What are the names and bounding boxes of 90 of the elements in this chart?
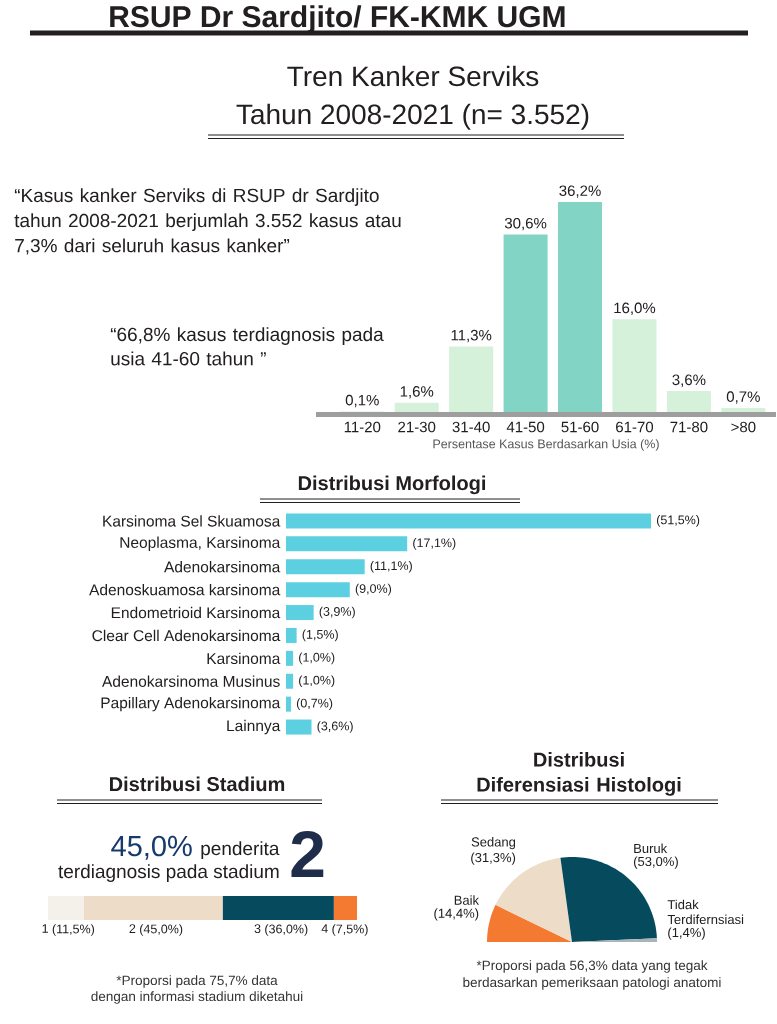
data-label: (9,0%): [355, 583, 392, 596]
data-label: (31,3%): [471, 852, 516, 865]
bar: [503, 234, 548, 412]
data-label: (3,6%): [317, 721, 353, 733]
x-tick-label: 61-70: [616, 421, 654, 433]
data-label: (36,0%): [265, 924, 308, 936]
chart-title: Distribusi Stadium: [109, 776, 285, 792]
text: *Proporsi pada 56,3% data yang tegak: [476, 960, 708, 973]
y-tick-label: Lainnya: [227, 719, 281, 735]
x-tick-label: 41-50: [506, 421, 545, 433]
bar: [286, 605, 314, 621]
series-label: 4: [321, 924, 328, 933]
bar: [286, 582, 350, 598]
bar: [286, 673, 294, 689]
bar: [286, 650, 294, 666]
data-label: (14,4%): [434, 908, 479, 921]
bar: [286, 559, 365, 575]
x-tick-label: 21-30: [398, 421, 436, 433]
data-label: (45,0%): [140, 924, 183, 936]
text: dengan informasi stadium diketahui: [91, 991, 303, 1004]
bar: [286, 536, 408, 552]
annotation: “66,8% kasus terdiagnosis pada usia 41-60 tahun ”: [110, 327, 384, 366]
bar: [286, 696, 291, 712]
series-label: 3: [254, 924, 261, 934]
series-label: 2: [129, 924, 136, 933]
x-tick-label: 11-20: [344, 421, 381, 433]
series-label: 1: [42, 924, 48, 933]
bar: [286, 719, 312, 735]
chart-subtitle: Tahun 2008-2021 (n= 3.552): [236, 103, 589, 130]
bar: [333, 896, 357, 920]
y-tick-label: Papillary Adenokarsinoma: [101, 696, 281, 712]
data-label: 1,6%: [400, 386, 434, 399]
data-label: (11,5%): [52, 924, 95, 936]
data-label: (1,0%): [299, 652, 335, 665]
text: RSUP Dr Sardjito/ FK-KMK UGM: [110, 5, 565, 34]
bar: [612, 319, 657, 412]
data-label: 11,3%: [451, 329, 492, 343]
bar: [394, 402, 439, 412]
text: 2: [291, 830, 324, 877]
data-label: (3,9%): [319, 606, 355, 619]
data-label: 36,2%: [559, 185, 601, 198]
bar: [48, 896, 84, 920]
annotation: “Kasus kanker Serviks di RSUP dr Sardjito tahun 2008-2021 berjumlah 3.552 kasus atau 7,3% dari seluruh kasus kanker”: [14, 188, 401, 255]
bar: [721, 407, 766, 412]
x-axis-title: Persentase Kasus Berdasarkan Usia (%): [433, 439, 659, 451]
data-label: 0,1%: [345, 394, 379, 408]
bar: [83, 896, 223, 920]
data-label: (1,4%): [668, 927, 705, 940]
data-label: (17,1%): [413, 538, 456, 550]
text: berdasarkan pemeriksaan patologi anatomi: [463, 977, 721, 990]
slice-label: Baik: [454, 895, 480, 905]
data-label: 30,6%: [504, 217, 547, 231]
x-tick-label: 51-60: [561, 421, 599, 433]
y-tick-label: Karsinoma: [207, 652, 281, 665]
data-label: (51,5%): [656, 515, 700, 527]
chart-title: Distribusi Morfologi: [298, 475, 486, 495]
text: penderita: [201, 841, 280, 859]
slice-label: Tidak Terdifernsiasi: [667, 899, 744, 925]
slice-label: Buruk: [634, 843, 668, 854]
bar: [666, 391, 711, 412]
data-label: (1,0%): [299, 675, 335, 688]
text: 45,0%: [111, 835, 192, 860]
y-tick-label: Adenoskuamosa karsinoma: [89, 583, 281, 596]
y-tick-label: Adenokarsinoma: [164, 561, 281, 573]
text: terdiagnosis pada stadium: [58, 864, 279, 882]
y-tick-label: Karsinoma Sel Skuamosa: [103, 515, 281, 527]
bar: [286, 627, 297, 643]
x-tick-label: 71-80: [670, 421, 708, 433]
bar: [222, 896, 334, 920]
data-label: 16,0%: [614, 302, 656, 315]
text: *Proporsi pada 75,7% data: [116, 975, 278, 988]
chart-title: Distribusi Diferensiasi Histologi: [477, 752, 681, 796]
data-label: (0,7%): [296, 698, 333, 710]
data-label: 3,6%: [672, 374, 706, 387]
y-tick-label: Clear Cell Adenokarsinoma: [92, 629, 281, 642]
x-tick-label: >80: [731, 421, 756, 433]
bar: [286, 513, 651, 529]
bar: [558, 201, 603, 412]
data-label: (11,1%): [370, 560, 412, 573]
data-label: 0,7%: [726, 391, 760, 404]
data-label: (53,0%): [633, 856, 678, 869]
y-tick-label: Adenokarsinoma Musinus: [102, 675, 280, 687]
slice-label: Sedang: [471, 837, 516, 850]
chart-title: Tren Kanker Serviks: [287, 65, 539, 87]
y-tick-label: Endometrioid Karsinoma: [111, 606, 281, 619]
x-tick-label: 31-40: [452, 421, 490, 433]
y-tick-label: Neoplasma, Karsinoma: [120, 536, 281, 552]
data-label: (1,5%): [302, 629, 338, 642]
data-label: (7,5%): [332, 924, 368, 936]
bar: [449, 346, 494, 412]
